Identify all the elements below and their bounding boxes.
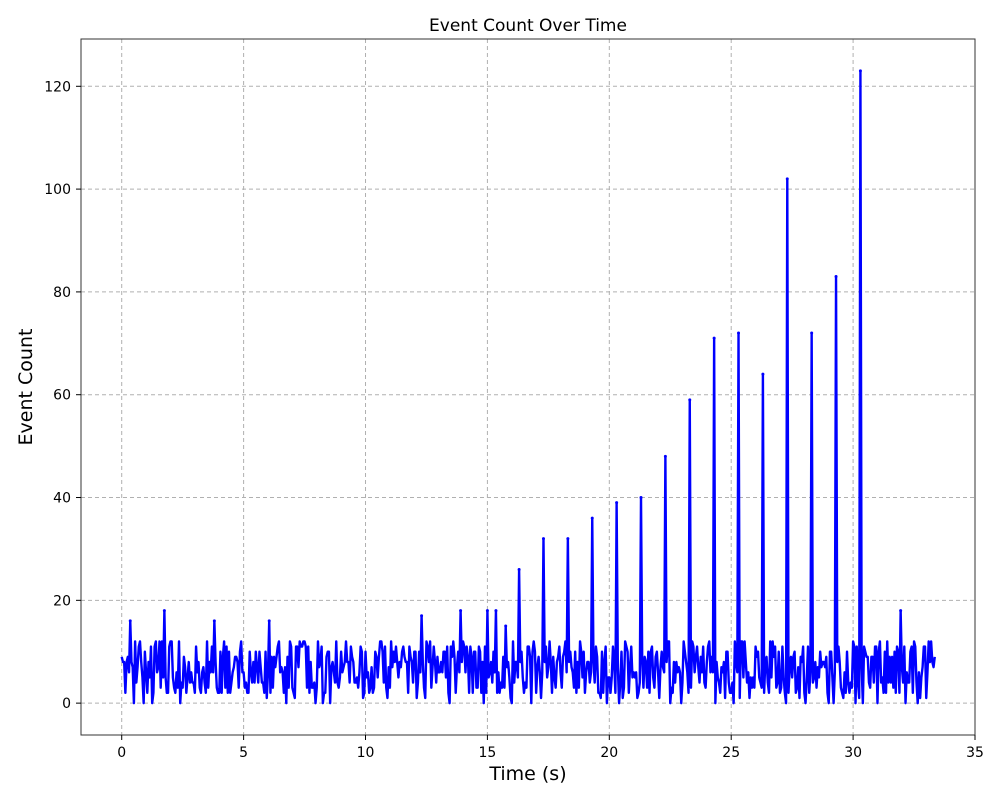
y-tick-label: 40 <box>53 491 71 507</box>
chart-title: Event Count Over Time <box>429 16 627 36</box>
x-tick-label: 30 <box>844 745 862 761</box>
y-tick-label: 60 <box>53 388 71 404</box>
peak-point <box>712 336 716 340</box>
peak-point <box>785 177 789 181</box>
peak-point <box>615 501 619 505</box>
peak-point <box>590 516 594 520</box>
peak-point <box>212 619 216 623</box>
x-axis-ticks: 0 5 10 15 20 25 30 35 <box>117 735 984 761</box>
peak-point <box>541 537 545 541</box>
y-tick-label: 0 <box>62 696 71 712</box>
peak-point <box>128 619 132 623</box>
peak-point <box>737 331 741 335</box>
peak-point <box>267 619 271 623</box>
peak-point <box>834 274 838 278</box>
plot-area-frame <box>80 38 976 736</box>
y-axis-title: Event Count <box>15 329 37 446</box>
x-tick-label: 35 <box>966 745 984 761</box>
x-tick-label: 25 <box>722 745 740 761</box>
y-tick-label: 100 <box>44 182 71 198</box>
peak-point <box>858 69 862 73</box>
peak-point <box>663 454 667 458</box>
peak-point <box>162 609 166 613</box>
x-tick-label: 5 <box>239 745 248 761</box>
y-tick-label: 20 <box>53 593 71 609</box>
series-group <box>120 69 936 705</box>
peak-point <box>761 372 765 376</box>
peak-point <box>688 398 692 402</box>
x-axis-title: Time (s) <box>488 763 566 785</box>
event-count-series-line <box>120 69 936 705</box>
peak-point <box>899 609 903 613</box>
peak-point <box>459 609 463 613</box>
peak-point <box>517 567 521 571</box>
y-axis-ticks: 0 20 40 60 80 100 120 <box>44 79 81 712</box>
peak-point <box>504 624 508 628</box>
peak-point <box>494 609 498 613</box>
y-tick-label: 120 <box>44 79 71 95</box>
peak-point <box>566 537 570 541</box>
x-tick-label: 10 <box>357 745 375 761</box>
peak-point <box>420 614 424 618</box>
peak-point <box>485 609 489 613</box>
y-tick-label: 80 <box>53 285 71 301</box>
x-tick-label: 20 <box>600 745 618 761</box>
peak-point <box>810 331 814 335</box>
peak-point <box>639 496 643 500</box>
x-tick-label: 0 <box>117 745 126 761</box>
x-tick-label: 15 <box>478 745 496 761</box>
